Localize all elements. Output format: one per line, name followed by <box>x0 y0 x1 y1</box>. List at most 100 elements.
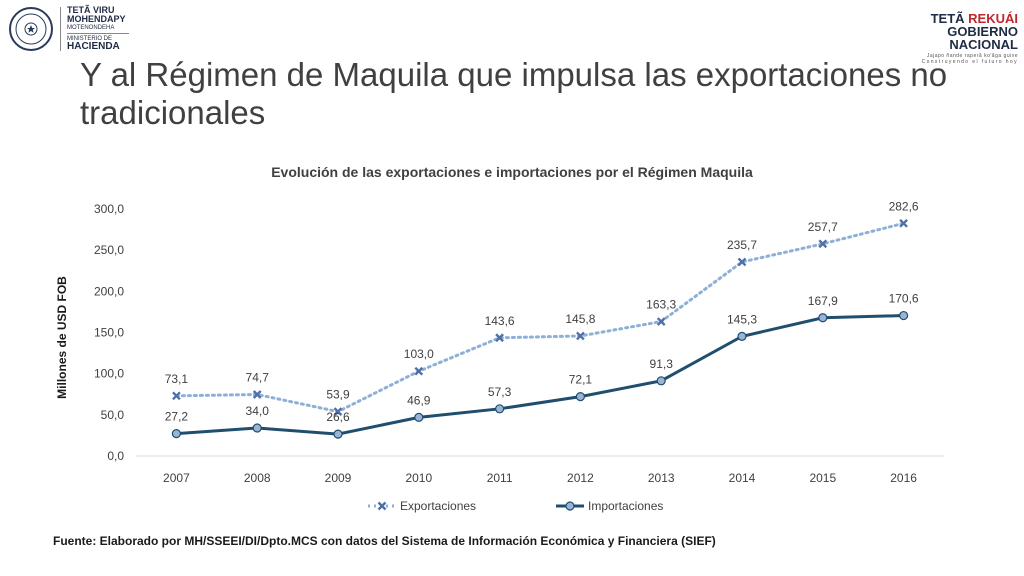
exportaciones-data-label: 145,8 <box>565 312 595 326</box>
importaciones-data-label: 91,3 <box>650 357 674 371</box>
exportaciones-point <box>252 390 262 399</box>
importaciones-data-label: 26,6 <box>326 410 350 424</box>
x-tick-label: 2012 <box>567 471 594 485</box>
importaciones-point <box>575 392 586 402</box>
exportaciones-data-label: 53,9 <box>326 388 350 402</box>
importaciones-point <box>252 423 262 433</box>
y-tick-label: 250,0 <box>94 243 124 257</box>
logo-rule <box>67 33 129 34</box>
national-seal-icon <box>9 7 53 51</box>
marker-stroke <box>252 390 262 399</box>
x-tick-label: 2010 <box>405 471 432 485</box>
legend-marker-importaciones <box>565 501 575 511</box>
ministerio-hacienda-logo: TETÃ VIRU MOHENDAPY MOTENONDEHA MINISTER… <box>8 6 129 52</box>
importaciones-point <box>495 404 505 414</box>
importaciones-point <box>656 376 666 386</box>
y-tick-label: 200,0 <box>94 284 124 298</box>
exportaciones-point <box>495 333 504 343</box>
marker-stroke <box>818 239 828 249</box>
y-axis-label: Millones de USD FOB <box>55 276 69 399</box>
exportaciones-data-label: 163,3 <box>646 298 676 312</box>
x-tick-label: 2011 <box>487 471 513 485</box>
y-tick-label: 300,0 <box>94 202 124 216</box>
source-note: Fuente: Elaborado por MH/SSEEI/DI/Dpto.M… <box>53 534 716 548</box>
marker-stroke <box>495 333 504 343</box>
axis-layer: 0,0 50,0 100,0 150,0 200,0 250,0 300,0 2007 2008… <box>55 202 944 485</box>
exportaciones-data-label: 143,6 <box>485 314 515 328</box>
data-label-layer: 73,1 74,7 53,9 103,0 143,6 145,8 163,3 235,7 257… <box>165 199 919 424</box>
logo-line: MOTENONDEHA <box>67 25 115 31</box>
importaciones-data-label: 57,3 <box>488 385 512 399</box>
exportaciones-point <box>172 391 181 401</box>
legend-label-exportaciones: Exportaciones <box>400 499 476 513</box>
legend-marker-exportaciones <box>377 501 387 511</box>
exportaciones-data-label: 74,7 <box>246 370 270 384</box>
logo-line: Construyendo el futuro hoy <box>921 59 1018 65</box>
y-tick-label: 0,0 <box>107 449 124 463</box>
x-tick-label: 2016 <box>890 471 917 485</box>
exportaciones-data-label: 282,6 <box>889 199 919 213</box>
y-tick-label: 150,0 <box>94 326 124 340</box>
exportaciones-point <box>818 239 828 249</box>
logo-line: HACIENDA <box>67 41 120 52</box>
legend-label-importaciones: Importaciones <box>588 499 663 513</box>
gobierno-nacional-logo: TETÃ REKUÁI GOBIERNO NACIONAL Jajapo ñan… <box>888 12 1018 65</box>
importaciones-line <box>174 314 906 436</box>
exportaciones-data-label: 235,7 <box>727 238 757 252</box>
logo-line: MINISTERIO DE <box>67 36 113 42</box>
importaciones-data-label: 72,1 <box>569 373 593 387</box>
importaciones-point <box>818 313 828 323</box>
exportaciones-data-label: 257,7 <box>808 220 838 234</box>
logo-word: TETÃ <box>930 11 969 26</box>
marker-stroke <box>899 218 908 228</box>
exportaciones-data-label: 73,1 <box>165 372 189 386</box>
x-tick-label: 2013 <box>648 471 675 485</box>
marker-stroke <box>656 317 666 326</box>
exportaciones-data-label: 103,0 <box>404 347 434 361</box>
slide-title: Y al Régimen de Maquila que impulsa las … <box>80 56 948 131</box>
marker-stroke <box>737 257 747 267</box>
importaciones-data-label: 34,0 <box>246 404 270 418</box>
importaciones-point <box>333 429 343 439</box>
y-tick-label: 100,0 <box>94 367 124 381</box>
exportaciones-point <box>333 407 343 416</box>
marker-stroke <box>576 331 585 341</box>
importaciones-data-label: 145,3 <box>727 312 757 326</box>
legend: Exportaciones Importaciones <box>368 499 663 513</box>
exportaciones-point <box>414 366 424 376</box>
marker-stroke <box>172 391 181 401</box>
x-tick-label: 2009 <box>325 471 352 485</box>
exportaciones-point <box>737 257 747 267</box>
chart-title: Evolución de las exportaciones e importa… <box>271 164 753 180</box>
y-tick-label: 50,0 <box>101 408 125 422</box>
logo-word: REKUÁI <box>968 11 1018 26</box>
logo-line: MOHENDAPY <box>67 14 126 24</box>
logo-line: Jajapo ñande raperã ko'ãga guive <box>926 53 1018 59</box>
exportaciones-point <box>656 317 666 326</box>
importaciones-data-label: 27,2 <box>165 410 189 424</box>
importaciones-data-label: 46,9 <box>407 393 431 407</box>
importaciones-data-label: 167,9 <box>808 294 838 308</box>
importaciones-data-label: 170,6 <box>889 292 919 306</box>
importaciones-point <box>414 412 424 422</box>
x-tick-label: 2008 <box>244 471 271 485</box>
exportaciones-point <box>576 331 585 341</box>
logo-divider <box>60 7 61 51</box>
logo-line: TETÃ VIRU <box>67 5 115 15</box>
marker-stroke <box>333 407 343 416</box>
marker-stroke <box>377 501 387 511</box>
exportaciones-point <box>899 218 908 228</box>
series-layer <box>171 218 909 439</box>
marker-stroke <box>414 366 424 376</box>
ministry-name: TETÃ VIRU MOHENDAPY MOTENONDEHA MINISTER… <box>67 6 129 52</box>
importaciones-point <box>898 310 909 321</box>
importaciones-point <box>737 331 747 341</box>
x-tick-label: 2007 <box>163 471 190 485</box>
x-tick-label: 2015 <box>809 471 836 485</box>
x-tick-label: 2014 <box>729 471 756 485</box>
exportaciones-line <box>174 221 906 414</box>
logo-line: TETÃ REKUÁI <box>888 12 1018 25</box>
logo-line: GOBIERNO NACIONAL <box>947 24 1018 52</box>
importaciones-point <box>171 429 181 439</box>
